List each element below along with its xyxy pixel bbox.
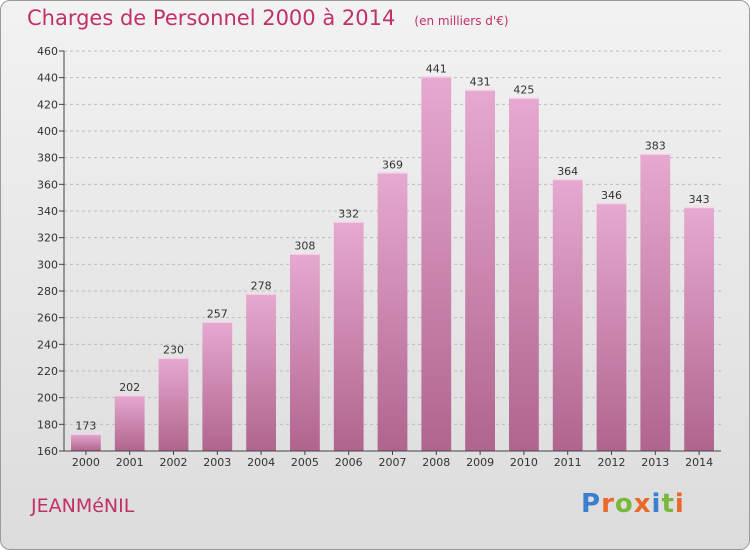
x-tick-label-2009: 2009 bbox=[466, 456, 494, 469]
y-tick-label: 240 bbox=[37, 338, 58, 351]
bar-2011 bbox=[552, 179, 583, 451]
x-tick-label-2011: 2011 bbox=[554, 456, 582, 469]
brand-letter: t bbox=[661, 489, 675, 519]
y-tick-label: 340 bbox=[37, 205, 58, 218]
value-label-2014: 343 bbox=[689, 193, 710, 206]
y-tick-label: 420 bbox=[37, 98, 58, 111]
brand-letter: i bbox=[674, 489, 685, 519]
value-label-2010: 425 bbox=[513, 84, 534, 97]
value-label-2012: 346 bbox=[601, 189, 622, 202]
bar-2010 bbox=[509, 97, 539, 452]
bar-2002 bbox=[158, 357, 189, 451]
y-tick-label: 260 bbox=[37, 312, 58, 325]
x-tick-label-2003: 2003 bbox=[203, 456, 231, 469]
bar-2004 bbox=[246, 293, 276, 451]
bar-2012 bbox=[596, 203, 627, 451]
bar-2003 bbox=[202, 321, 233, 451]
x-tick-label-2006: 2006 bbox=[335, 456, 363, 469]
y-tick-label: 280 bbox=[37, 285, 58, 298]
bar-2005 bbox=[290, 253, 320, 451]
value-label-2002: 230 bbox=[163, 344, 184, 357]
x-tick-label-2014: 2014 bbox=[685, 456, 713, 469]
y-tick-label: 320 bbox=[37, 232, 58, 245]
y-tick-label: 300 bbox=[37, 258, 58, 271]
x-tick-label-2010: 2010 bbox=[510, 456, 538, 469]
x-tick-label-2004: 2004 bbox=[247, 456, 275, 469]
x-tick-label-2005: 2005 bbox=[291, 456, 319, 469]
bar-2009 bbox=[465, 89, 495, 452]
value-label-2006: 332 bbox=[338, 208, 359, 221]
y-tick-label: 460 bbox=[37, 45, 58, 58]
bar-2001 bbox=[114, 395, 145, 451]
value-label-2007: 369 bbox=[382, 158, 403, 171]
y-tick-label: 380 bbox=[37, 152, 58, 165]
value-label-2013: 383 bbox=[645, 140, 666, 153]
value-label-2003: 257 bbox=[207, 308, 228, 321]
brand-letter: r bbox=[601, 489, 615, 519]
chart-title-block: Charges de Personnel 2000 à 2014 (en mil… bbox=[27, 6, 509, 30]
chart-subtitle: (en milliers d'€) bbox=[414, 14, 509, 28]
value-label-2000: 173 bbox=[75, 420, 96, 433]
x-tick-label-2000: 2000 bbox=[72, 456, 100, 469]
y-tick-label: 160 bbox=[37, 445, 58, 458]
bar-2008 bbox=[421, 76, 452, 451]
y-tick-label: 200 bbox=[37, 392, 58, 405]
y-tick-label: 400 bbox=[37, 125, 58, 138]
brand-letter: o bbox=[614, 489, 634, 519]
bar-2000 bbox=[71, 433, 101, 451]
value-label-2001: 202 bbox=[119, 381, 140, 394]
brand-letter: P bbox=[581, 489, 602, 519]
bar-2014 bbox=[684, 207, 714, 451]
value-label-2011: 364 bbox=[557, 165, 578, 178]
bar-2013 bbox=[640, 153, 671, 451]
x-tick-label-2002: 2002 bbox=[160, 456, 188, 469]
bar-2006 bbox=[333, 221, 364, 451]
x-tick-label-2007: 2007 bbox=[379, 456, 407, 469]
brand-letter: x bbox=[633, 489, 652, 519]
value-label-2004: 278 bbox=[251, 280, 272, 293]
bars: 173 202 230 257 278 308 332 369 441 431 425 364 346 3… bbox=[71, 62, 714, 452]
bar-2007 bbox=[377, 172, 408, 452]
chart-title: Charges de Personnel 2000 à 2014 bbox=[27, 6, 396, 30]
value-label-2008: 441 bbox=[426, 62, 447, 75]
x-tick-label-2001: 2001 bbox=[116, 456, 144, 469]
value-label-2009: 431 bbox=[470, 76, 491, 89]
y-tick-label: 220 bbox=[37, 365, 58, 378]
brand-letter: i bbox=[651, 489, 662, 519]
y-tick-label: 440 bbox=[37, 72, 58, 85]
brand-logo: Proxiti bbox=[581, 489, 685, 519]
commune-name: JEANMéNIL bbox=[31, 495, 135, 517]
x-tick-label-2012: 2012 bbox=[598, 456, 626, 469]
y-tick-label: 180 bbox=[37, 418, 58, 431]
x-tick-label-2013: 2013 bbox=[641, 456, 669, 469]
value-label-2005: 308 bbox=[294, 240, 315, 253]
x-tick-label-2008: 2008 bbox=[422, 456, 450, 469]
axes: 160 180 200 220 240 260 280 300 320 340 360 380 400 4… bbox=[37, 45, 721, 469]
y-tick-label: 360 bbox=[37, 178, 58, 191]
